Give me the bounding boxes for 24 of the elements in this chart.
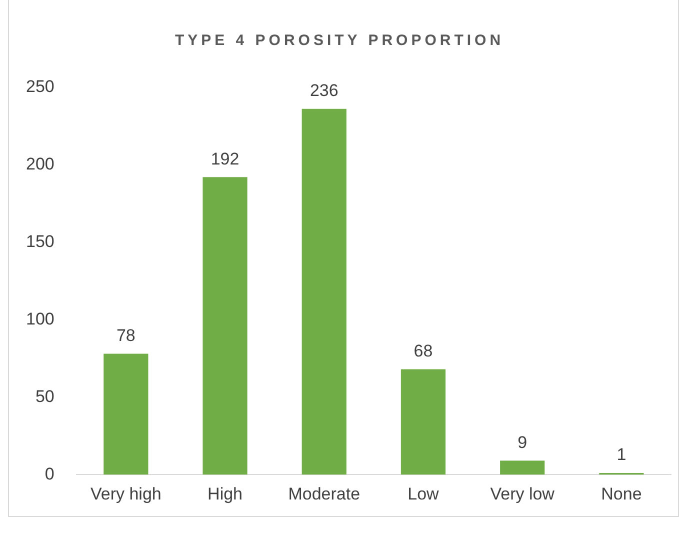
x-tick-label: Very high: [90, 484, 162, 504]
x-tick-label: Moderate: [288, 484, 360, 504]
y-tick-label: 250: [26, 76, 54, 96]
bar: [500, 460, 545, 475]
x-tick-label: High: [208, 484, 243, 504]
y-tick-label: 200: [26, 154, 54, 174]
bar: [400, 369, 446, 475]
bar: [202, 177, 248, 475]
x-tick-label: Very low: [490, 484, 556, 504]
data-label: 78: [116, 326, 136, 345]
bar: [302, 108, 346, 475]
data-label: 236: [310, 81, 338, 100]
data-label: 1: [616, 445, 626, 464]
y-tick-label: 100: [26, 309, 54, 328]
data-label: 192: [210, 149, 240, 168]
y-tick-label: 50: [35, 386, 54, 406]
chart-title: TYPE 4 POROSITY PROPORTION: [174, 32, 506, 49]
x-tick-label: Low: [408, 484, 440, 504]
x-tick-label: None: [601, 484, 642, 504]
bar: [104, 354, 148, 475]
y-tick-label: 150: [26, 232, 54, 251]
data-label: 9: [518, 432, 528, 452]
y-tick-label: 0: [44, 464, 54, 484]
data-label: 68: [414, 341, 433, 360]
